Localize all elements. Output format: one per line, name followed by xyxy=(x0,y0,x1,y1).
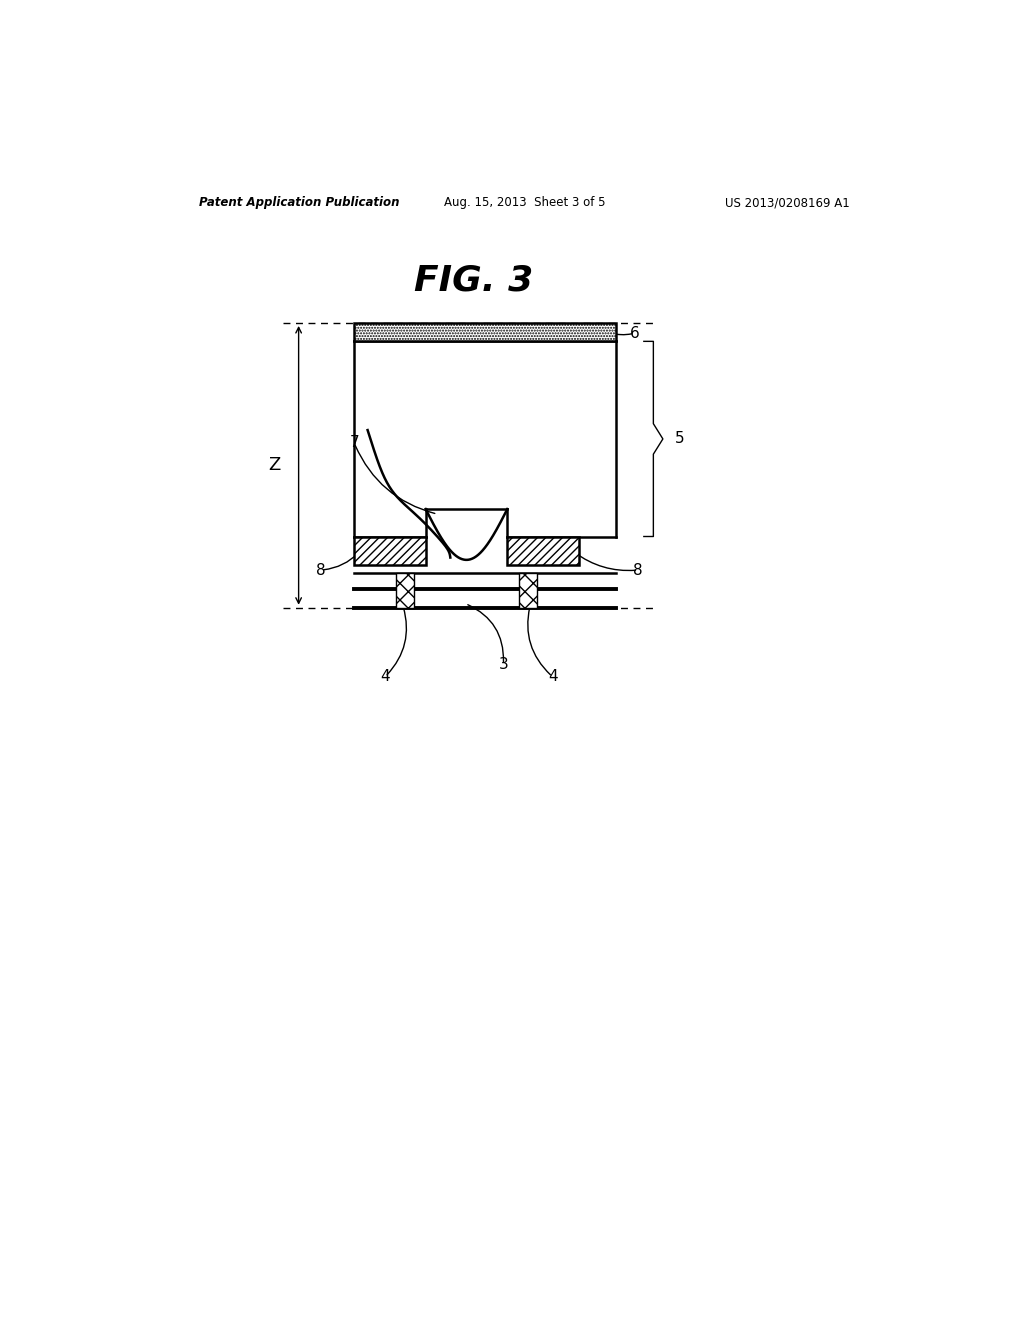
Bar xyxy=(507,536,579,565)
Bar xyxy=(396,573,414,607)
Text: 3: 3 xyxy=(499,657,508,672)
Bar xyxy=(354,536,426,565)
Text: US 2013/0208169 A1: US 2013/0208169 A1 xyxy=(725,195,850,209)
Text: Z: Z xyxy=(268,457,281,474)
Text: 8: 8 xyxy=(634,562,643,578)
Text: Patent Application Publication: Patent Application Publication xyxy=(200,195,400,209)
Text: 4: 4 xyxy=(548,669,557,684)
Bar xyxy=(354,323,616,342)
Text: Aug. 15, 2013  Sheet 3 of 5: Aug. 15, 2013 Sheet 3 of 5 xyxy=(444,195,605,209)
Text: 8: 8 xyxy=(316,562,326,578)
Text: FIG. 3: FIG. 3 xyxy=(414,264,532,297)
Text: 6: 6 xyxy=(630,326,639,341)
Text: 7: 7 xyxy=(349,436,359,450)
Text: 5: 5 xyxy=(675,432,684,446)
Bar xyxy=(519,573,537,607)
Text: 4: 4 xyxy=(380,669,390,684)
